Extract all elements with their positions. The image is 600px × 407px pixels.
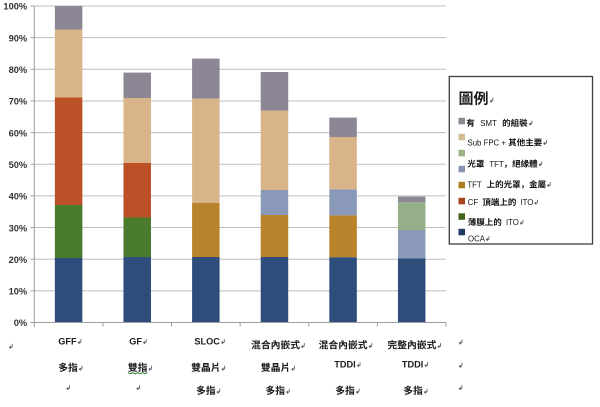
- svg-text:50%: 50%: [9, 160, 28, 170]
- svg-text:CF: CF: [468, 198, 479, 207]
- svg-text:20%: 20%: [9, 255, 28, 265]
- svg-text:ITO: ITO: [506, 218, 519, 227]
- svg-text:Sub: Sub: [468, 139, 483, 148]
- svg-text:GF: GF: [129, 336, 142, 346]
- svg-text:40%: 40%: [9, 192, 28, 202]
- svg-text:60%: 60%: [9, 128, 28, 138]
- svg-text:SLOC: SLOC: [194, 336, 220, 346]
- svg-text:ITO: ITO: [521, 198, 534, 207]
- svg-text:70%: 70%: [9, 97, 28, 107]
- svg-text:100%: 100%: [3, 2, 28, 12]
- svg-text:TDDI: TDDI: [402, 359, 423, 369]
- svg-text:SMT: SMT: [480, 119, 497, 128]
- svg-text:OCA: OCA: [468, 235, 486, 244]
- svg-text:TFT: TFT: [489, 160, 504, 169]
- svg-text:30%: 30%: [9, 223, 28, 233]
- svg-text:TFT: TFT: [467, 180, 482, 189]
- svg-text:80%: 80%: [9, 65, 28, 75]
- svg-text:FPC: FPC: [484, 139, 500, 148]
- svg-text:+: +: [501, 139, 506, 148]
- svg-text:0%: 0%: [14, 318, 28, 328]
- svg-text:10%: 10%: [9, 287, 28, 297]
- svg-text:GFF: GFF: [58, 336, 77, 346]
- svg-text:TDDI: TDDI: [334, 359, 355, 369]
- svg-text:90%: 90%: [9, 33, 28, 43]
